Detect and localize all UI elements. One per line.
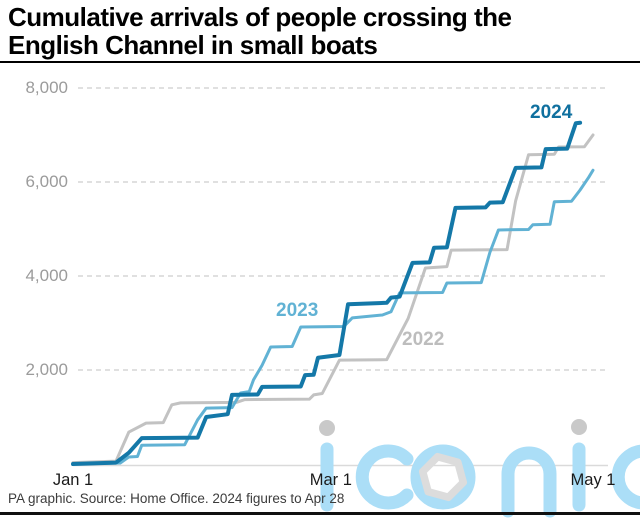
series-label-2024: 2024	[530, 102, 573, 123]
chart-title: Cumulative arrivals of people crossing t…	[8, 3, 628, 59]
x-axis-tick-label: May 1	[570, 471, 616, 489]
y-axis-tick-label: 8,000	[25, 78, 68, 97]
y-axis-tick-label: 2,000	[25, 360, 68, 379]
source-note: PA graphic. Source: Home Office. 2024 fi…	[8, 491, 345, 506]
x-axis-tick-label: Jan 1	[52, 471, 94, 489]
series-label-2023: 2023	[276, 300, 319, 321]
watermark-i2-dot	[571, 419, 587, 435]
y-axis-tick-label: 6,000	[25, 172, 68, 191]
gridlines	[73, 87, 608, 467]
y-axis-tick-label: 4,000	[25, 266, 68, 285]
x-axis-tick-label: Mar 1	[309, 471, 352, 489]
series-lines	[71, 120, 595, 466]
watermark-hexagon	[418, 452, 468, 502]
watermark-i1-dot	[319, 420, 335, 436]
watermark-letter-o	[410, 444, 476, 510]
title-divider	[0, 61, 640, 63]
iconic-watermark	[319, 419, 640, 518]
bottom-divider	[0, 512, 640, 515]
watermark-letter-n	[501, 446, 557, 518]
watermark-letter-c2	[611, 444, 640, 510]
series-label-2022: 2022	[402, 329, 445, 350]
series-line-2022	[71, 133, 595, 465]
chart-title-line1: Cumulative arrivals of people crossing t…	[8, 2, 512, 32]
chart-title-line2: English Channel in small boats	[8, 30, 378, 60]
series-line-2023	[71, 168, 595, 466]
series-line-2024	[71, 120, 583, 466]
watermark-letter-c1	[355, 444, 414, 510]
